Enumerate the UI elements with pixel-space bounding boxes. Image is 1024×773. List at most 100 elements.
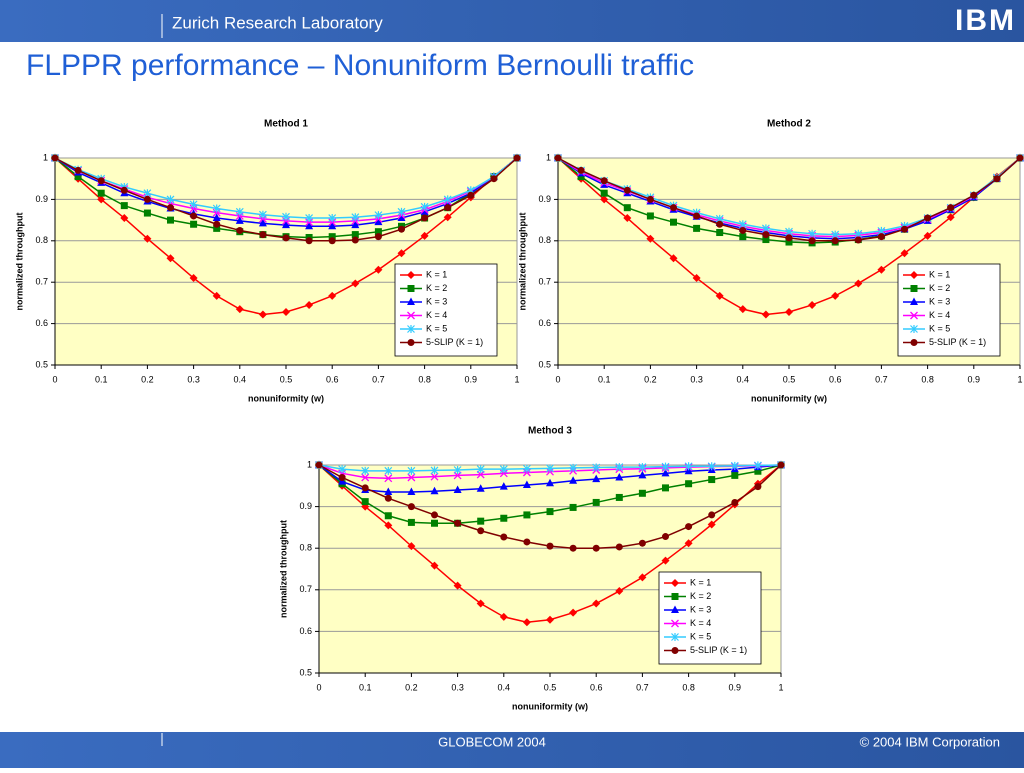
marker — [638, 489, 646, 497]
legend-marker — [910, 297, 918, 305]
legend-label: K = 4 — [690, 618, 711, 628]
marker — [305, 237, 313, 245]
y-tick-label: 0.7 — [299, 584, 312, 594]
marker — [235, 207, 244, 216]
legend-marker — [671, 579, 679, 587]
marker — [374, 211, 383, 220]
marker — [739, 226, 747, 234]
marker — [716, 229, 724, 237]
marker — [351, 279, 360, 288]
y-tick-label: 0.5 — [35, 359, 48, 369]
marker — [351, 231, 359, 239]
marker — [97, 195, 106, 204]
marker — [374, 228, 382, 236]
legend-marker — [910, 311, 918, 320]
marker — [708, 476, 716, 484]
marker — [707, 462, 716, 471]
x-tick-label: 0.6 — [829, 374, 842, 384]
x-tick-label: 0.7 — [875, 374, 888, 384]
marker — [615, 543, 623, 551]
legend-marker — [910, 325, 918, 333]
chart: 0.5 0.6 0.7 0.8 0.9 1 0 0.1 0.2 0.3 0.4 0.5 0.6 0.7 0.… — [517, 119, 1024, 403]
marker — [522, 480, 531, 488]
marker — [638, 573, 647, 582]
marker — [212, 291, 221, 300]
marker — [615, 493, 623, 501]
marker — [499, 465, 508, 474]
legend-label: K = 2 — [690, 591, 711, 601]
marker — [685, 480, 693, 488]
marker — [453, 581, 462, 590]
marker — [384, 487, 393, 496]
y-tick-label: 0.6 — [299, 626, 312, 636]
marker — [430, 561, 439, 570]
marker — [577, 173, 585, 181]
footer-band — [0, 732, 1024, 768]
marker — [785, 238, 793, 246]
marker — [398, 225, 405, 233]
marker — [854, 236, 862, 244]
marker — [235, 216, 244, 224]
marker — [407, 503, 415, 511]
marker — [420, 231, 429, 240]
legend-marker — [407, 325, 415, 333]
marker — [351, 236, 359, 244]
marker — [282, 234, 290, 242]
marker — [166, 195, 175, 204]
marker — [74, 166, 82, 174]
marker — [762, 236, 770, 244]
marker — [189, 274, 198, 283]
marker — [685, 523, 693, 531]
marker — [374, 265, 383, 274]
x-tick-label: 0.1 — [95, 374, 108, 384]
marker — [577, 166, 585, 174]
x-tick-label: 1 — [1017, 374, 1022, 384]
marker — [328, 221, 337, 230]
y-tick-label: 1 — [546, 152, 551, 162]
marker — [407, 518, 415, 526]
marker — [731, 471, 739, 479]
y-tick-label: 0.7 — [35, 277, 48, 287]
y-tick-label: 1 — [307, 459, 312, 469]
marker — [716, 220, 724, 228]
marker — [661, 556, 670, 565]
marker — [901, 225, 908, 233]
x-tick-label: 0.8 — [921, 374, 934, 384]
legend-label: K = 4 — [929, 310, 950, 320]
marker — [315, 461, 323, 469]
x-tick-label: 0 — [52, 374, 57, 384]
marker — [831, 230, 840, 239]
marker — [854, 279, 863, 288]
marker — [212, 213, 221, 222]
marker — [258, 310, 267, 319]
marker — [946, 213, 955, 222]
chart-title: Method 1 — [264, 119, 308, 130]
legend-label: K = 2 — [426, 283, 447, 293]
marker — [258, 218, 267, 227]
marker — [444, 204, 452, 212]
marker — [739, 233, 747, 241]
charts: 0.5 0.6 0.7 0.8 0.9 1 0 0.1 0.2 0.3 0.4 0.5 0.6 0.7 0.… — [14, 119, 1024, 711]
marker — [513, 154, 521, 162]
marker — [554, 154, 562, 162]
marker — [731, 498, 739, 506]
marker — [407, 542, 416, 551]
marker — [646, 212, 654, 220]
y-tick-label: 0.5 — [299, 667, 312, 677]
marker — [420, 202, 429, 211]
marker — [235, 305, 244, 314]
marker — [361, 498, 369, 506]
marker — [715, 291, 724, 300]
y-tick-label: 0.9 — [538, 194, 551, 204]
marker — [361, 484, 369, 492]
marker — [546, 508, 554, 516]
marker — [661, 468, 670, 477]
legend-label: K = 1 — [929, 269, 950, 279]
marker — [120, 214, 129, 223]
marker — [600, 189, 608, 197]
marker — [993, 175, 1001, 183]
y-tick-label: 0.7 — [538, 277, 551, 287]
y-tick-label: 0.6 — [35, 318, 48, 328]
legend-marker — [671, 633, 679, 641]
marker — [623, 214, 632, 223]
